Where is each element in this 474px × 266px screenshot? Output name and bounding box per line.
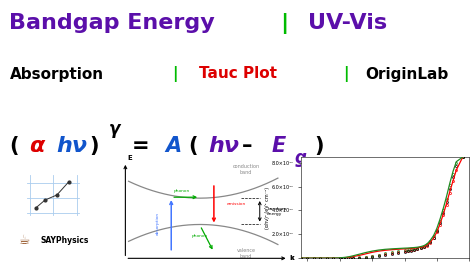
Text: ): ) (89, 136, 99, 156)
Text: bandgap
energy: bandgap energy (267, 207, 286, 216)
Text: phonon: phonon (192, 234, 208, 238)
Text: |: | (173, 66, 178, 82)
Text: (: ( (9, 136, 19, 156)
Text: |: | (343, 66, 349, 82)
Text: –: – (242, 136, 252, 156)
Text: (: ( (189, 136, 198, 156)
Text: ☕: ☕ (18, 234, 29, 247)
Text: valence
band: valence band (237, 248, 255, 259)
Text: absorption: absorption (155, 211, 159, 235)
Text: OriginLab: OriginLab (365, 66, 448, 81)
Text: g: g (295, 149, 307, 167)
Text: E: E (128, 156, 132, 161)
Y-axis label: (αhν)² (eV² cm⁻²): (αhν)² (eV² cm⁻²) (265, 186, 270, 228)
Text: phonon: phonon (174, 189, 190, 193)
Text: α: α (29, 136, 45, 156)
Text: conduction
band: conduction band (232, 164, 259, 175)
Text: Tauc Plot: Tauc Plot (199, 66, 277, 81)
Text: =: = (132, 136, 150, 156)
Text: γ: γ (109, 120, 120, 138)
Text: |: | (280, 13, 289, 34)
Text: k: k (290, 255, 294, 261)
Text: SAYPhysics: SAYPhysics (41, 236, 90, 245)
Text: emission: emission (227, 202, 246, 206)
Text: hν: hν (56, 136, 87, 156)
Text: A: A (165, 136, 182, 156)
Text: Bandgap Energy: Bandgap Energy (9, 13, 215, 33)
Text: E: E (272, 136, 286, 156)
Text: ): ) (315, 136, 324, 156)
Text: UV-Vis: UV-Vis (308, 13, 387, 33)
Text: hν: hν (209, 136, 239, 156)
Text: Absorption: Absorption (9, 66, 104, 81)
